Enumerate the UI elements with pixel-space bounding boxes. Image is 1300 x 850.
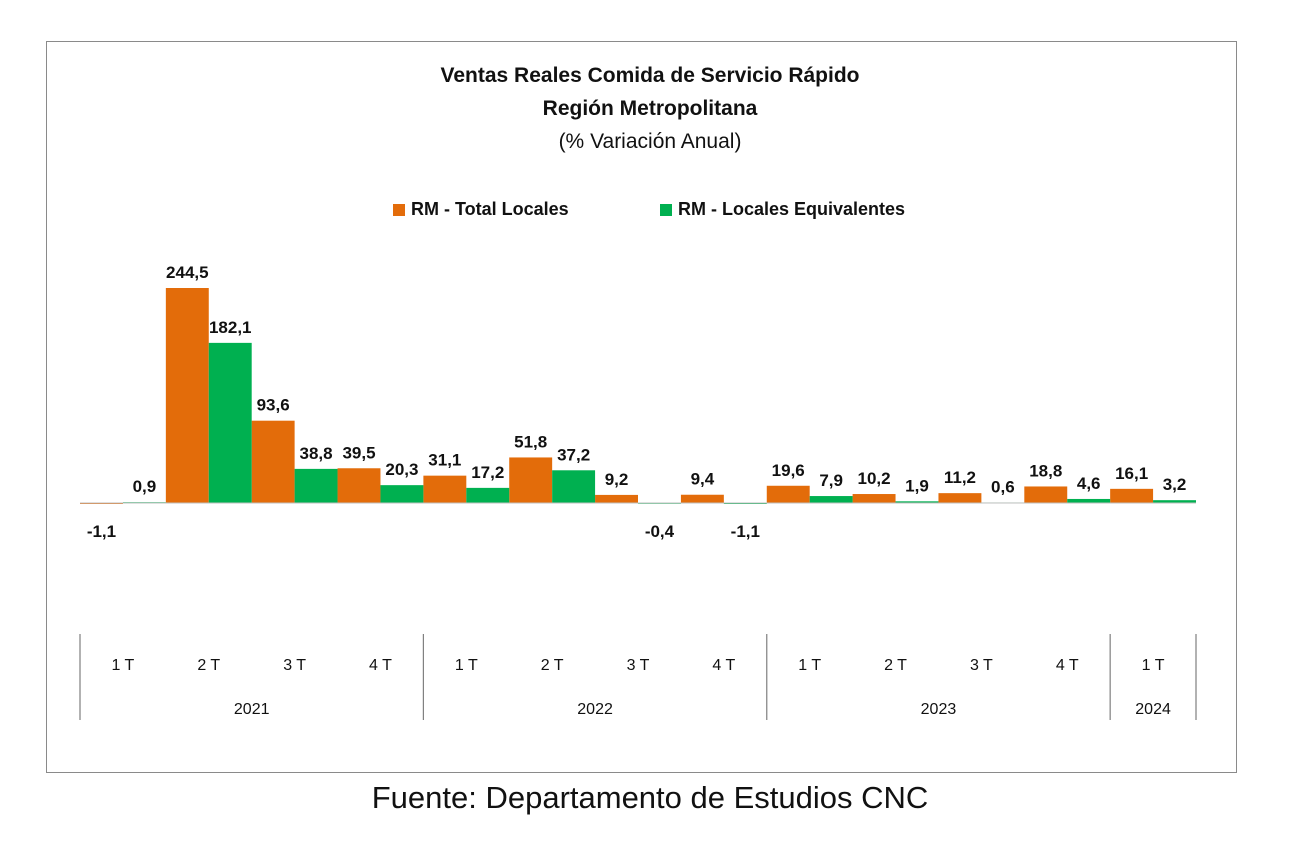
bar-total-locales — [251, 420, 295, 503]
chart-subtitle-region: Región Metropolitana — [542, 97, 758, 120]
legend-label: RM - Locales Equivalentes — [678, 199, 906, 219]
data-label: 37,2 — [557, 445, 590, 464]
bar-locales-equivalentes — [895, 501, 939, 503]
legend-swatch-green — [660, 203, 672, 216]
bar-total-locales — [423, 475, 467, 503]
x-tick-label: 3 T — [970, 657, 993, 674]
data-label: 20,3 — [385, 460, 418, 479]
bar-locales-equivalentes — [1067, 498, 1111, 503]
bar-locales-equivalentes — [552, 470, 596, 503]
data-label: 31,1 — [428, 451, 461, 470]
x-tick-label: 4 T — [712, 657, 735, 674]
bar-locales-equivalentes — [380, 485, 424, 503]
data-label: 11,2 — [944, 468, 976, 487]
bar-locales-equivalentes — [809, 496, 853, 503]
x-tick-label: 3 T — [627, 657, 650, 674]
source-note: Fuente: Departamento de Estudios CNC — [371, 780, 929, 815]
data-label: 39,5 — [342, 443, 375, 462]
data-label: 182,1 — [209, 318, 252, 337]
x-tick-label: 1 T — [798, 657, 821, 674]
chart-title: Ventas Reales Comida de Servicio Rápido — [440, 64, 860, 87]
bar-locales-equivalentes — [466, 487, 510, 503]
x-group-label: 2022 — [577, 701, 613, 718]
bar-locales-equivalentes — [208, 342, 252, 503]
data-label: 244,5 — [166, 263, 209, 282]
data-label: 9,2 — [605, 470, 629, 489]
bar-total-locales — [938, 493, 982, 503]
data-label: 10,2 — [858, 469, 891, 488]
data-label: -0,4 — [645, 522, 675, 541]
data-label: 51,8 — [514, 432, 547, 451]
bar-total-locales — [165, 288, 209, 503]
x-tick-label: 3 T — [283, 657, 306, 674]
x-tick-label: 1 T — [455, 657, 478, 674]
x-group-label: 2023 — [921, 701, 957, 718]
data-label: 38,8 — [300, 444, 333, 463]
legend-item-locales-equivalentes: RM - Locales Equivalentes — [660, 199, 905, 220]
data-label: 19,6 — [772, 461, 805, 480]
chart-subtitle-unit: (% Variación Anual) — [558, 130, 742, 153]
data-label: 7,9 — [819, 471, 843, 490]
data-label: 3,2 — [1163, 475, 1187, 494]
bar-total-locales — [852, 494, 896, 503]
data-label: 17,2 — [471, 463, 504, 482]
x-group-label: 2021 — [234, 701, 270, 718]
x-tick-label: 2 T — [197, 657, 220, 674]
bar-total-locales — [595, 494, 638, 503]
x-tick-label: 2 T — [541, 657, 564, 674]
data-label: 9,4 — [691, 470, 715, 489]
bar-total-locales — [1024, 486, 1068, 503]
data-label: 16,1 — [1115, 464, 1148, 483]
data-label: 1,9 — [905, 476, 929, 495]
bar-total-locales — [680, 494, 724, 503]
bar-locales-equivalentes — [1153, 500, 1196, 503]
data-label: 18,8 — [1029, 461, 1062, 480]
legend-item-total-locales: RM - Total Locales — [393, 199, 569, 220]
bar-locales-equivalentes — [294, 468, 338, 503]
bar-total-locales — [337, 468, 381, 503]
x-tick-label: 1 T — [112, 657, 135, 674]
bar-total-locales — [766, 485, 810, 503]
x-tick-label: 1 T — [1142, 657, 1165, 674]
x-tick-label: 4 T — [1056, 657, 1079, 674]
x-tick-label: 4 T — [369, 657, 392, 674]
data-label: 93,6 — [257, 396, 290, 415]
data-label: -1,1 — [731, 522, 760, 541]
data-label: 0,9 — [133, 477, 157, 496]
x-group-label: 2024 — [1135, 701, 1171, 718]
x-tick-label: 2 T — [884, 657, 907, 674]
bar-total-locales — [1110, 488, 1154, 503]
data-label: 4,6 — [1077, 474, 1101, 493]
legend-swatch-orange — [393, 203, 405, 216]
bar-total-locales — [509, 457, 553, 503]
legend-label: RM - Total Locales — [411, 199, 569, 219]
data-label: 0,6 — [991, 477, 1015, 496]
data-label: -1,1 — [87, 522, 116, 541]
